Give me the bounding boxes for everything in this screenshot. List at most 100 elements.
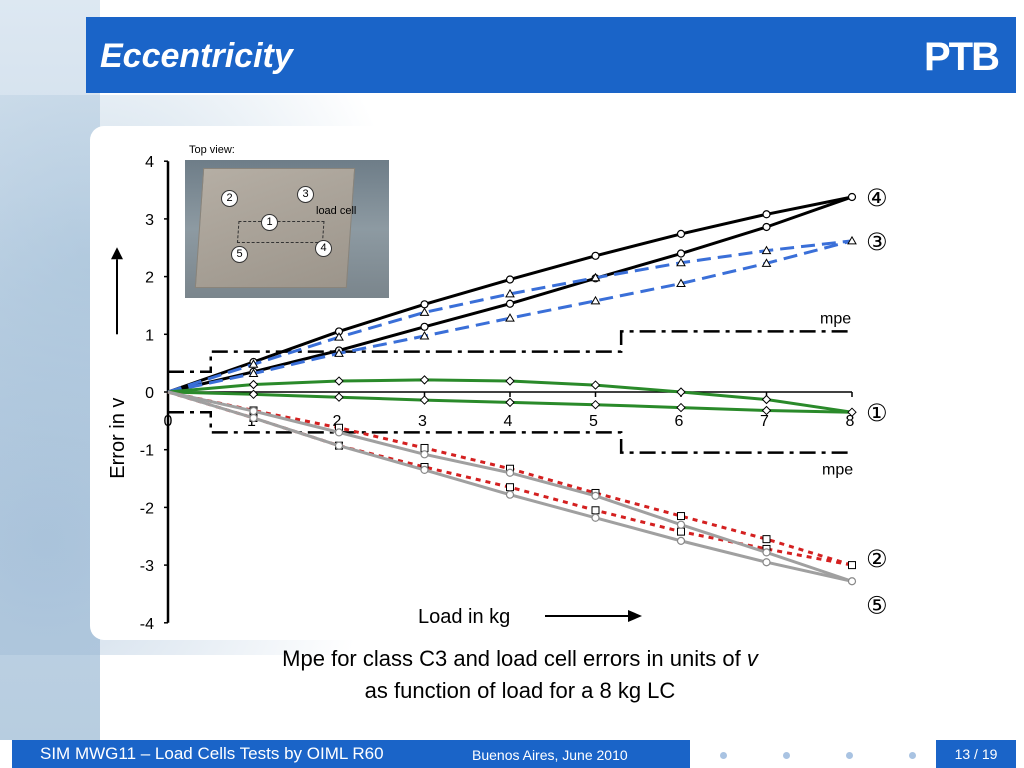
data-point-triangle xyxy=(676,257,686,267)
series-position-2: ③ xyxy=(167,228,888,394)
data-point-square xyxy=(677,527,685,536)
data-point-square xyxy=(848,561,856,570)
data-point-triangle xyxy=(248,359,259,368)
data-point-diamond xyxy=(505,397,515,408)
series-label: ③ xyxy=(866,228,888,256)
data-point-diamond xyxy=(419,395,430,405)
data-point-circle xyxy=(676,520,686,529)
data-point-circle xyxy=(505,299,515,308)
slide-title: Eccentricity xyxy=(100,37,293,75)
caption-line-2: as function of load for a 8 kg LC xyxy=(364,678,676,703)
series-label: ② xyxy=(866,545,888,573)
data-point-square xyxy=(677,512,685,521)
footer-dot xyxy=(909,752,916,759)
x-tick-label: 3 xyxy=(418,413,427,430)
data-point-diamond xyxy=(248,379,259,390)
data-point-diamond xyxy=(590,399,601,410)
data-point-diamond xyxy=(248,389,259,400)
data-point-diamond xyxy=(676,402,686,413)
data-point-circle xyxy=(420,450,429,459)
data-point-triangle xyxy=(590,295,601,305)
data-point-triangle xyxy=(334,348,344,357)
series-position-5: ⑤ xyxy=(167,390,888,619)
data-point-circle xyxy=(249,413,258,423)
y-tick-label: -2 xyxy=(140,500,154,517)
y-tick-label: -3 xyxy=(140,558,154,575)
footer-location-date: Buenos Aires, June 2010 xyxy=(472,747,628,763)
data-point-circle xyxy=(591,513,600,522)
x-axis-title: Load in kg xyxy=(418,606,510,628)
y-axis-title: Error in v xyxy=(107,398,129,479)
x-tick-label: 8 xyxy=(846,413,855,430)
data-point-triangle xyxy=(334,332,344,341)
y-tick-label: 4 xyxy=(145,154,154,171)
x-tick-label: 5 xyxy=(589,413,598,430)
data-point-diamond xyxy=(847,407,857,417)
y-tick-label: -1 xyxy=(140,443,154,460)
load-cell-outline xyxy=(236,221,325,243)
data-point-circle xyxy=(847,577,857,586)
data-point-triangle xyxy=(505,288,515,298)
load-cell-label: load cell xyxy=(316,205,357,217)
data-point-circle xyxy=(249,406,258,416)
footer-dot xyxy=(783,752,790,759)
data-point-circle xyxy=(762,548,771,557)
data-point-triangle xyxy=(676,278,686,288)
y-tick-label: 0 xyxy=(145,385,154,402)
data-point-diamond xyxy=(334,376,344,386)
y-tick-label: 3 xyxy=(145,212,154,229)
data-point-circle xyxy=(505,275,515,284)
data-point-circle xyxy=(591,491,600,500)
data-point-diamond xyxy=(505,376,515,386)
position-3-marker: 3 xyxy=(297,186,314,203)
data-point-diamond xyxy=(676,387,686,397)
data-point-circle xyxy=(676,249,686,258)
x-tick-label: 2 xyxy=(333,413,342,430)
data-point-circle xyxy=(762,210,771,219)
position-1-marker: 1 xyxy=(261,214,278,231)
series-label: ④ xyxy=(866,184,888,212)
data-point-circle xyxy=(676,229,686,239)
caption-text: Mpe for class C3 and load cell errors in… xyxy=(282,646,747,671)
x-tick-label: 7 xyxy=(760,413,769,430)
mpe-upper-limit xyxy=(168,330,852,374)
data-point-triangle xyxy=(761,245,772,255)
data-point-circle xyxy=(420,300,429,309)
data-point-triangle xyxy=(419,331,430,340)
footer-dot xyxy=(846,752,853,759)
data-point-diamond xyxy=(761,394,772,405)
footer-dots xyxy=(720,748,920,762)
data-point-circle xyxy=(420,322,429,331)
data-point-triangle xyxy=(761,258,772,267)
series-label: ⑤ xyxy=(866,591,888,619)
data-point-circle xyxy=(505,490,515,499)
x-tick-label: 4 xyxy=(504,413,513,430)
data-point-circle xyxy=(334,428,344,437)
y-tick-label: 1 xyxy=(145,327,154,344)
caption-variable: v xyxy=(746,646,758,671)
position-4-marker: 4 xyxy=(315,240,332,257)
top-view-label: Top view: xyxy=(189,144,235,156)
data-point-triangle xyxy=(590,272,601,282)
data-point-circle xyxy=(762,558,771,567)
series-position-1: ④ xyxy=(167,184,888,394)
series-label: ① xyxy=(866,399,888,427)
data-point-circle xyxy=(847,192,857,202)
data-point-circle xyxy=(591,251,600,260)
data-point-circle xyxy=(420,465,429,474)
x-axis-arrow-head xyxy=(628,610,642,622)
data-point-circle xyxy=(505,468,515,477)
y-axis-arrow-head xyxy=(111,247,123,260)
data-point-circle xyxy=(762,222,771,232)
data-point-triangle xyxy=(419,307,430,316)
series-position-3: ① xyxy=(167,375,888,427)
footer-bar: SIM MWG11 – Load Cells Tests by OIML R60… xyxy=(12,740,690,768)
mpe-lower-limit xyxy=(168,410,852,454)
position-5-marker: 5 xyxy=(231,246,248,263)
footer-dot xyxy=(720,752,727,759)
position-2-marker: 2 xyxy=(221,190,238,207)
data-point-circle xyxy=(676,536,686,545)
data-point-diamond xyxy=(334,392,344,402)
ptb-logo: PTB xyxy=(924,35,1000,79)
